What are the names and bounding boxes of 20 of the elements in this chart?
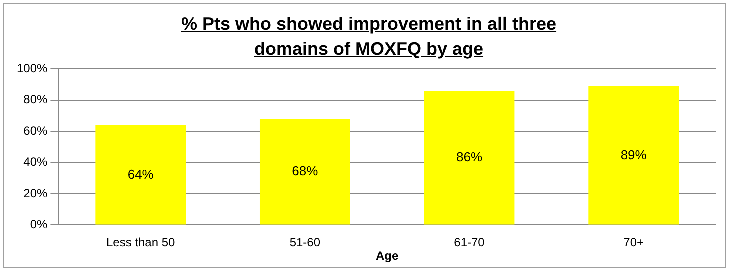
x-tick-label: 70+ [624, 236, 644, 250]
data-label: 64% [128, 166, 154, 182]
bar [588, 86, 680, 225]
y-tick-label: 40% [24, 155, 48, 170]
data-label: 89% [620, 147, 648, 162]
bar [260, 119, 350, 225]
bar [424, 91, 515, 225]
chart-title: % Pts who showed improvement in all three domains of MOXFQ by age [180, 13, 558, 61]
y-tick-label: 100% [16, 62, 48, 76]
x-axis-title: Age [376, 249, 400, 264]
x-tick-label: Less than 50 [106, 236, 176, 250]
data-label: 86% [456, 150, 483, 165]
x-tick-label: 51-60 [290, 236, 321, 250]
bar [96, 125, 186, 225]
y-tick-label: 20% [24, 186, 48, 200]
data-label: 68% [292, 164, 319, 179]
x-tick-label: 61-70 [454, 236, 486, 250]
y-tick-label: 0% [30, 218, 48, 232]
y-tick-label: 60% [24, 124, 48, 138]
y-tick-label: 80% [24, 92, 48, 107]
